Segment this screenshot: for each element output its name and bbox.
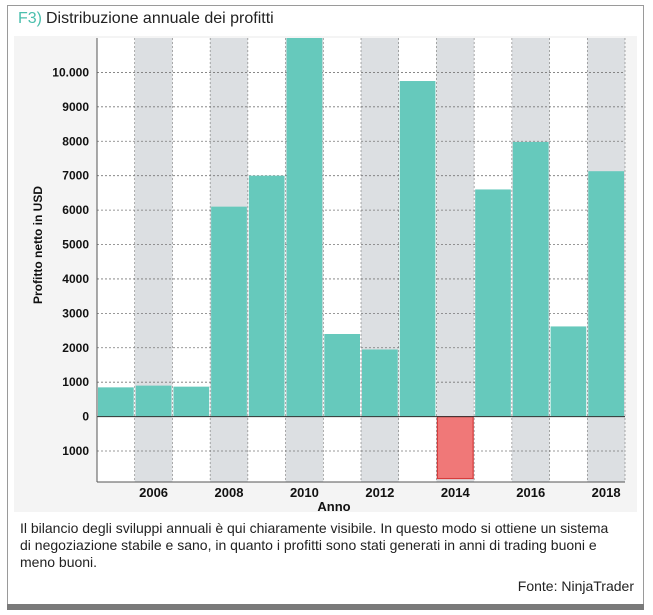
figure-code: F3) — [18, 10, 42, 27]
bar-2016 — [512, 141, 549, 417]
y-tick-label: 1000 — [62, 375, 89, 389]
x-tick-label: 2012 — [365, 485, 394, 500]
figure-title: F3) Distribuzione annuale dei profitti — [18, 10, 274, 28]
x-tick-label: 2006 — [139, 485, 168, 500]
source-credit: Fonte: NinjaTrader — [517, 578, 634, 594]
figure-caption: Il bilancio degli sviluppi annuali è qui… — [20, 520, 609, 570]
bar-2010 — [286, 38, 323, 417]
y-tick-label: 8000 — [62, 134, 89, 148]
bar-2015 — [475, 189, 511, 417]
bar-2013 — [399, 81, 436, 417]
y-tick-label: 10.000 — [52, 65, 89, 79]
bar-2007 — [173, 386, 210, 417]
x-tick-label: 2010 — [290, 485, 319, 500]
y-tick-label: 5000 — [62, 238, 89, 252]
y-tick-label: 9000 — [62, 100, 89, 114]
bar-2018 — [588, 171, 624, 417]
bar-2006 — [135, 385, 172, 417]
bar-2008 — [211, 206, 247, 417]
bar-2017 — [550, 326, 587, 417]
x-tick-label: 2014 — [441, 485, 471, 500]
y-axis-label: Profitto netto in USD — [31, 186, 45, 304]
x-tick-label: 2018 — [592, 485, 621, 500]
bar-2011 — [324, 334, 360, 417]
x-axis-label: Anno — [317, 499, 350, 514]
x-tick-label: 2008 — [215, 485, 244, 500]
bar-2012 — [362, 349, 398, 417]
y-tick-label: 2000 — [62, 341, 89, 355]
x-tick-label: 2016 — [516, 485, 545, 500]
y-tick-label: 7000 — [62, 169, 89, 183]
y-tick-label: 4000 — [62, 272, 89, 286]
y-tick-label: 0 — [82, 410, 89, 424]
bar-2014 — [436, 416, 474, 480]
y-tick-label: 1000 — [62, 444, 89, 458]
figure-title-text: Distribuzione annuale dei profitti — [46, 10, 274, 27]
bottom-bar — [7, 604, 644, 610]
y-tick-label: 3000 — [62, 306, 89, 320]
bar-2005 — [98, 387, 134, 417]
year-band — [436, 38, 475, 482]
y-tick-label: 6000 — [62, 203, 89, 217]
bar-2009 — [248, 175, 285, 417]
